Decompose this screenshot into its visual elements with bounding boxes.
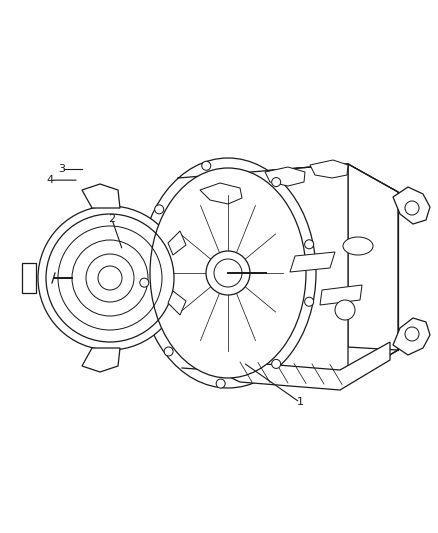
Circle shape xyxy=(305,297,314,306)
Circle shape xyxy=(164,347,173,356)
Ellipse shape xyxy=(343,237,373,255)
Polygon shape xyxy=(178,164,398,208)
Polygon shape xyxy=(82,184,120,208)
Polygon shape xyxy=(348,164,398,380)
Text: 3: 3 xyxy=(58,165,65,174)
Polygon shape xyxy=(320,285,362,305)
Circle shape xyxy=(305,240,314,249)
Circle shape xyxy=(206,251,250,295)
Circle shape xyxy=(216,379,225,388)
Polygon shape xyxy=(310,160,348,178)
Polygon shape xyxy=(393,318,430,355)
Circle shape xyxy=(405,327,419,341)
Polygon shape xyxy=(290,252,335,272)
Circle shape xyxy=(155,205,164,214)
Ellipse shape xyxy=(140,158,316,388)
Circle shape xyxy=(202,161,211,170)
Polygon shape xyxy=(215,342,390,390)
Polygon shape xyxy=(182,340,398,380)
Circle shape xyxy=(272,177,281,187)
Circle shape xyxy=(335,300,355,320)
Circle shape xyxy=(405,201,419,215)
Circle shape xyxy=(38,206,182,350)
Polygon shape xyxy=(393,187,430,224)
Polygon shape xyxy=(168,231,186,255)
Text: 1: 1 xyxy=(297,398,304,407)
Circle shape xyxy=(140,278,149,287)
Text: 4: 4 xyxy=(47,175,54,185)
Polygon shape xyxy=(200,183,242,204)
Polygon shape xyxy=(82,348,120,372)
Polygon shape xyxy=(178,164,348,380)
Circle shape xyxy=(272,359,281,368)
Polygon shape xyxy=(168,291,186,315)
Polygon shape xyxy=(265,167,305,186)
Text: 2: 2 xyxy=(108,214,115,223)
Ellipse shape xyxy=(150,168,306,378)
Polygon shape xyxy=(22,263,36,293)
